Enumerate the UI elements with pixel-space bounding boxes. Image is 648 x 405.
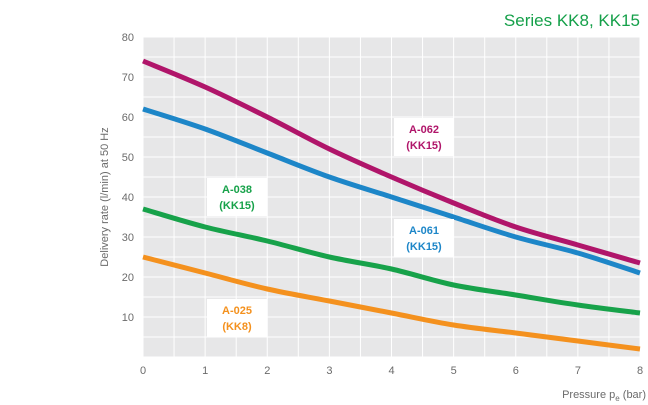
series-label-background <box>207 299 267 337</box>
series-label-name: A-062 <box>409 124 439 136</box>
series-line-a-062 <box>142 58 641 266</box>
y-tick-label: 10 <box>122 312 134 324</box>
series-label-a-025: A-025 (KK8) <box>207 299 267 337</box>
series-label-background <box>394 219 454 257</box>
chart-title: Series KK8, KK15 <box>504 11 640 30</box>
series-labels: A-062 (KK15) A-061 (KK15) A-038 (KK15) A-025 (K… <box>207 118 454 337</box>
series-label-model: (KK8) <box>222 321 252 333</box>
series-line-a-061 <box>142 106 641 276</box>
y-tick-label: 70 <box>122 72 134 84</box>
y-axis-label: Delivery rate (l/min) at 50 Hz <box>99 127 111 266</box>
series-lines <box>142 58 641 352</box>
x-tick-label: 3 <box>326 365 332 377</box>
series-label-name: A-061 <box>409 225 439 237</box>
x-tick-label: 4 <box>388 365 394 377</box>
series-label-a-061: A-061 (KK15) <box>394 219 454 257</box>
y-tick-label: 40 <box>122 192 134 204</box>
series-line-a-025 <box>142 254 641 352</box>
x-axis-label: Pressure pe (bar) <box>562 389 646 403</box>
series-label-model: (KK15) <box>406 241 442 253</box>
series-label-background <box>207 178 267 216</box>
series-label-model: (KK15) <box>219 200 255 212</box>
x-axis-label-unit: (bar) <box>620 389 646 401</box>
series-label-name: A-038 <box>222 184 252 196</box>
y-tick-label: 80 <box>122 32 134 44</box>
series-label-a-062: A-062 (KK15) <box>394 118 454 156</box>
y-tick-label: 50 <box>122 152 134 164</box>
x-tick-label: 8 <box>637 365 643 377</box>
series-label-name: A-025 <box>222 305 252 317</box>
y-tick-label: 30 <box>122 232 134 244</box>
series-label-model: (KK15) <box>406 140 442 152</box>
y-tick-label: 20 <box>122 272 134 284</box>
x-tick-label: 5 <box>451 365 457 377</box>
series-label-background <box>394 118 454 156</box>
series-label-a-038: A-038 (KK15) <box>207 178 267 216</box>
x-tick-label: 6 <box>513 365 519 377</box>
x-axis-label-subscript: e <box>615 394 620 403</box>
x-tick-label: 1 <box>202 365 208 377</box>
x-tick-label: 7 <box>575 365 581 377</box>
x-tick-label: 2 <box>264 365 270 377</box>
x-axis-label-main: Pressure p <box>562 389 615 401</box>
series-line-a-038 <box>142 206 641 316</box>
grid <box>142 36 641 358</box>
y-tick-label: 60 <box>122 112 134 124</box>
x-tick-label: 0 <box>140 365 146 377</box>
tick-labels: 0 1 2 3 4 5 6 7 8 10 20 30 40 50 60 70 80 <box>122 32 643 377</box>
